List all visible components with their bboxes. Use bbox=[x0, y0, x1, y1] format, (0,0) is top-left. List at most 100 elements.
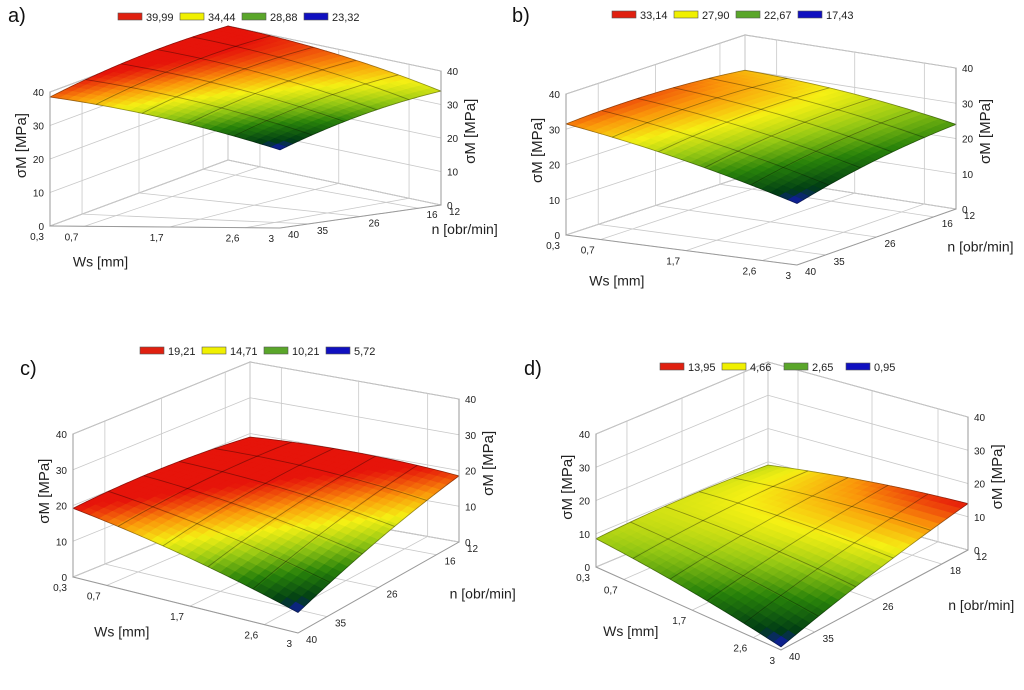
floor-grid-y-1 bbox=[719, 183, 934, 218]
x-tick-2: 1,7 bbox=[666, 257, 680, 268]
y-tick-4: 40 bbox=[288, 230, 300, 241]
y-tick-2: 26 bbox=[885, 239, 897, 250]
mesh-line-n-4 bbox=[85, 79, 313, 136]
legend-swatch-0 bbox=[139, 346, 165, 355]
y-tick-1: 16 bbox=[942, 219, 954, 230]
mesh-line-ws-2 bbox=[162, 448, 334, 547]
mesh-line-n-5 bbox=[72, 507, 299, 613]
x-tick-1: 0,7 bbox=[581, 246, 595, 257]
z-tick-left-0: 0 bbox=[554, 231, 560, 242]
legend-swatch-2 bbox=[735, 10, 761, 19]
y-tick-0: 12 bbox=[964, 211, 976, 222]
chart-panel-2: 0 0 10 10 20 20 30 30 40 40 σM [MPa] σM [MPa] 0,3 0,7… bbox=[512, 5, 1014, 289]
z-tick-right-0: 0 bbox=[447, 201, 453, 212]
legend-label-1: 34,44 bbox=[208, 12, 236, 24]
floor-front-edges bbox=[565, 208, 957, 266]
legend-label-2: 22,67 bbox=[764, 10, 792, 22]
z-tick-left-1: 10 bbox=[549, 196, 561, 207]
mesh-line-n-1 bbox=[214, 448, 427, 501]
floor-grid-y-2 bbox=[655, 205, 877, 238]
legend: 33,14 27,90 22,67 17,43 bbox=[611, 10, 854, 22]
mesh-line-n-0 bbox=[249, 436, 460, 477]
y-tick-0: 12 bbox=[449, 207, 461, 218]
z-tick-left-2: 20 bbox=[549, 161, 561, 172]
legend-label-3: 5,72 bbox=[354, 346, 375, 358]
x-tick-3: 2,6 bbox=[733, 644, 747, 655]
legend-swatch-3 bbox=[845, 362, 871, 371]
legend-label-0: 39,99 bbox=[146, 12, 174, 24]
z-tick-right-0: 0 bbox=[465, 538, 471, 549]
legend-swatch-1 bbox=[179, 12, 205, 21]
z-tick-left-4: 40 bbox=[33, 88, 45, 99]
legend-label-1: 4,66 bbox=[750, 362, 771, 374]
floor-front-edges bbox=[49, 204, 442, 229]
x-tick-4: 3 bbox=[286, 639, 292, 650]
z-axis-label-right: σM [MPa] bbox=[462, 99, 479, 164]
z-axis-label-left: σM [MPa] bbox=[559, 455, 576, 520]
mesh-line-ws-5 bbox=[796, 123, 957, 204]
x-tick-1: 0,7 bbox=[65, 232, 79, 243]
z-tick-left-1: 10 bbox=[579, 530, 591, 541]
z-tick-right-2: 20 bbox=[465, 467, 477, 478]
mesh-line-n-3 bbox=[637, 97, 861, 169]
legend-label-3: 17,43 bbox=[826, 10, 854, 22]
legend-swatch-1 bbox=[673, 10, 699, 19]
z-tick-left-2: 20 bbox=[33, 155, 45, 166]
mesh-line-ws-4 bbox=[750, 110, 914, 186]
y-axis-label: n [obr/min] bbox=[450, 585, 516, 601]
mesh-line-n-3 bbox=[143, 475, 363, 555]
legend-label-0: 13,95 bbox=[688, 362, 716, 374]
mesh-line-n-4 bbox=[630, 521, 819, 617]
x-tick-4: 3 bbox=[268, 234, 274, 245]
z-gridline-3 bbox=[595, 394, 969, 468]
legend-swatch-0 bbox=[659, 362, 685, 371]
z-tick-left-1: 10 bbox=[33, 189, 45, 200]
z-tick-right-4: 40 bbox=[465, 395, 477, 406]
mesh-line-n-3 bbox=[121, 63, 345, 122]
y-tick-2: 26 bbox=[369, 219, 381, 230]
mesh-line-ws-4 bbox=[743, 493, 929, 624]
y-tick-2: 26 bbox=[883, 602, 895, 613]
x-tick-0: 0,3 bbox=[53, 583, 67, 594]
legend-swatch-3 bbox=[797, 10, 823, 19]
floor-front-edges bbox=[72, 541, 460, 634]
legend: 13,95 4,66 2,65 0,95 bbox=[659, 362, 895, 374]
mesh-line-ws-0 bbox=[565, 69, 746, 125]
y-tick-1: 16 bbox=[426, 210, 438, 221]
chart-panel-1: 0 0 10 10 20 20 30 30 40 40 σM [MPa] σM [MPa] 0,3 0,7… bbox=[8, 5, 498, 270]
z-gridline-4 bbox=[595, 361, 969, 435]
z-tick-right-2: 20 bbox=[447, 134, 459, 145]
legend-label-3: 0,95 bbox=[874, 362, 895, 374]
panel-label: a) bbox=[8, 5, 26, 27]
x-axis-label: Ws [mm] bbox=[73, 254, 128, 270]
legend-swatch-3 bbox=[303, 12, 329, 21]
mesh-line-n-1 bbox=[733, 477, 931, 531]
y-axis-label: n [obr/min] bbox=[432, 221, 498, 237]
floor-grid-y-1 bbox=[203, 168, 419, 209]
legend-label-0: 33,14 bbox=[640, 10, 668, 22]
surface-cell-25-25 bbox=[288, 601, 305, 613]
surface bbox=[595, 464, 969, 648]
mesh-line-n-2 bbox=[156, 49, 377, 111]
z-tick-left-3: 30 bbox=[33, 122, 45, 133]
mesh-line-n-3 bbox=[664, 505, 856, 588]
y-tick-0: 12 bbox=[976, 552, 988, 563]
x-tick-2: 1,7 bbox=[672, 616, 686, 627]
legend-label-2: 10,21 bbox=[292, 346, 320, 358]
z-tick-right-4: 40 bbox=[974, 413, 986, 424]
z-tick-right-0: 0 bbox=[974, 546, 980, 557]
z-tick-left-4: 40 bbox=[579, 430, 591, 441]
y-tick-3: 35 bbox=[335, 619, 347, 630]
legend-swatch-0 bbox=[117, 12, 143, 21]
y-tick-3: 35 bbox=[834, 257, 846, 268]
mesh-line-ws-3 bbox=[187, 59, 356, 125]
mesh-line-ws-2 bbox=[669, 477, 849, 580]
surface-cell-25-25 bbox=[787, 195, 804, 204]
floor-grid-y-0 bbox=[227, 159, 442, 206]
x-tick-0: 0,3 bbox=[30, 232, 44, 243]
z-tick-right-3: 30 bbox=[465, 431, 477, 442]
x-tick-3: 2,6 bbox=[742, 267, 756, 278]
z-tick-left-3: 30 bbox=[579, 463, 591, 474]
legend: 39,99 34,44 28,88 23,32 bbox=[117, 12, 360, 24]
